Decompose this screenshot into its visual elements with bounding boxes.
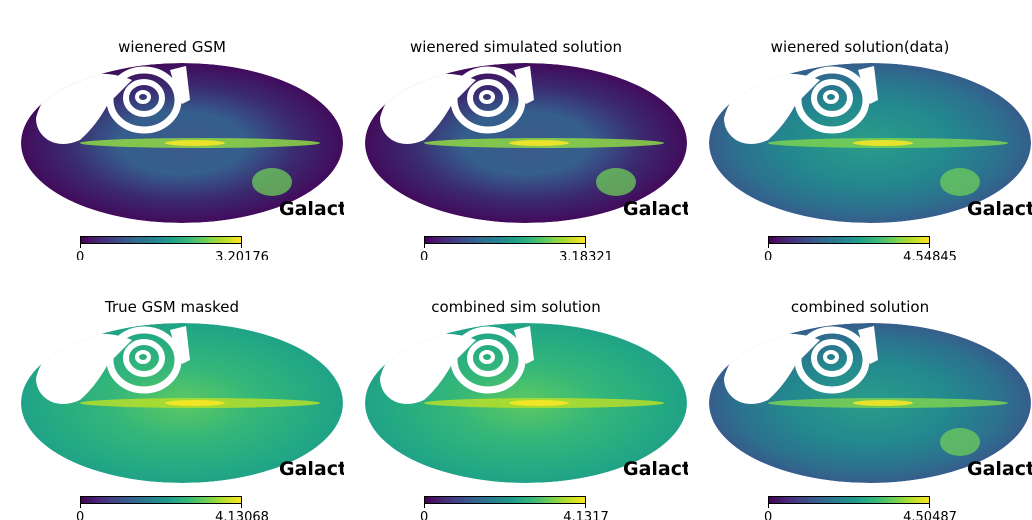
map-panel: combined sim solution Galact 0 4.1317 [344, 260, 688, 520]
coordinate-label: Galact [967, 458, 1032, 480]
masked-patch [170, 326, 190, 364]
galactic-center [165, 140, 225, 146]
masked-patch [514, 326, 534, 364]
colorbar-min-label: 0 [76, 250, 85, 260]
masked-patch [858, 66, 878, 104]
galactic-center [165, 400, 225, 406]
mollweide-map [21, 63, 343, 223]
bright-region [940, 168, 980, 196]
colorbar-max-label: 4.50487 [903, 510, 957, 520]
masked-rings [106, 326, 182, 394]
map-title: combined solution [790, 298, 930, 316]
bright-region [596, 168, 636, 196]
bright-region [252, 168, 292, 196]
masked-rings [106, 66, 182, 134]
colorbar-max-label: 4.54845 [903, 250, 957, 260]
colorbar-tick-max [585, 504, 586, 508]
map-title: wienered GSM [118, 38, 226, 56]
colorbar-tick-max [241, 244, 242, 248]
map-panel: wienered simulated solution Galact 0 3.1832… [344, 0, 688, 260]
colorbar-min-label: 0 [764, 250, 773, 260]
colorbar-tick-max [929, 504, 930, 508]
coordinate-label: Galact [623, 458, 688, 480]
masked-rings [794, 326, 870, 394]
colorbar-max-label: 3.18321 [559, 250, 613, 260]
map-title: wienered solution(data) [770, 38, 950, 56]
map-title: wienered simulated solution [409, 38, 622, 56]
masked-rings [450, 326, 526, 394]
colorbar [424, 496, 586, 504]
map-panel: True GSM masked Galact 0 4.13068 [0, 260, 344, 520]
colorbar-tick-max [585, 244, 586, 248]
colorbar-min-label: 0 [420, 250, 429, 260]
masked-patch [170, 66, 190, 104]
mollweide-map [21, 323, 343, 483]
colorbar-tick-min [80, 504, 81, 508]
colorbar-tick-min [768, 244, 769, 248]
colorbar-min-label: 0 [764, 510, 773, 520]
mollweide-map [365, 63, 687, 223]
colorbar [80, 496, 242, 504]
colorbar-tick-min [424, 244, 425, 248]
coordinate-label: Galact [967, 198, 1032, 220]
galactic-center [853, 140, 913, 146]
map-panel: wienered solution(data) Galact 0 4.54845 [688, 0, 1032, 260]
map-title: combined sim solution [431, 298, 601, 316]
colorbar [768, 236, 930, 244]
colorbar-tick-min [768, 504, 769, 508]
galactic-center [509, 400, 569, 406]
coordinate-label: Galact [279, 198, 344, 220]
colorbar-tick-max [241, 504, 242, 508]
colorbar [80, 236, 242, 244]
masked-patch [858, 326, 878, 364]
colorbar-min-label: 0 [76, 510, 85, 520]
masked-rings [450, 66, 526, 134]
mollweide-map [709, 63, 1031, 223]
bright-region [940, 428, 980, 456]
mollweide-map [365, 323, 687, 483]
colorbar-max-label: 3.20176 [215, 250, 269, 260]
colorbar [424, 236, 586, 244]
coordinate-label: Galact [623, 198, 688, 220]
galactic-center [853, 400, 913, 406]
colorbar-min-label: 0 [420, 510, 429, 520]
colorbar [768, 496, 930, 504]
mollweide-map [709, 323, 1031, 483]
colorbar-tick-min [424, 504, 425, 508]
masked-rings [794, 66, 870, 134]
colorbar-tick-min [80, 244, 81, 248]
colorbar-max-label: 4.1317 [563, 510, 609, 520]
colorbar-max-label: 4.13068 [215, 510, 269, 520]
masked-patch [514, 66, 534, 104]
map-panel: wienered GSM Galact 0 3.20176 [0, 0, 344, 260]
galactic-center [509, 140, 569, 146]
coordinate-label: Galact [279, 458, 344, 480]
colorbar-tick-max [929, 244, 930, 248]
map-title: True GSM masked [104, 298, 239, 316]
map-panel: combined solution Galact 0 4.50487 [688, 260, 1032, 520]
